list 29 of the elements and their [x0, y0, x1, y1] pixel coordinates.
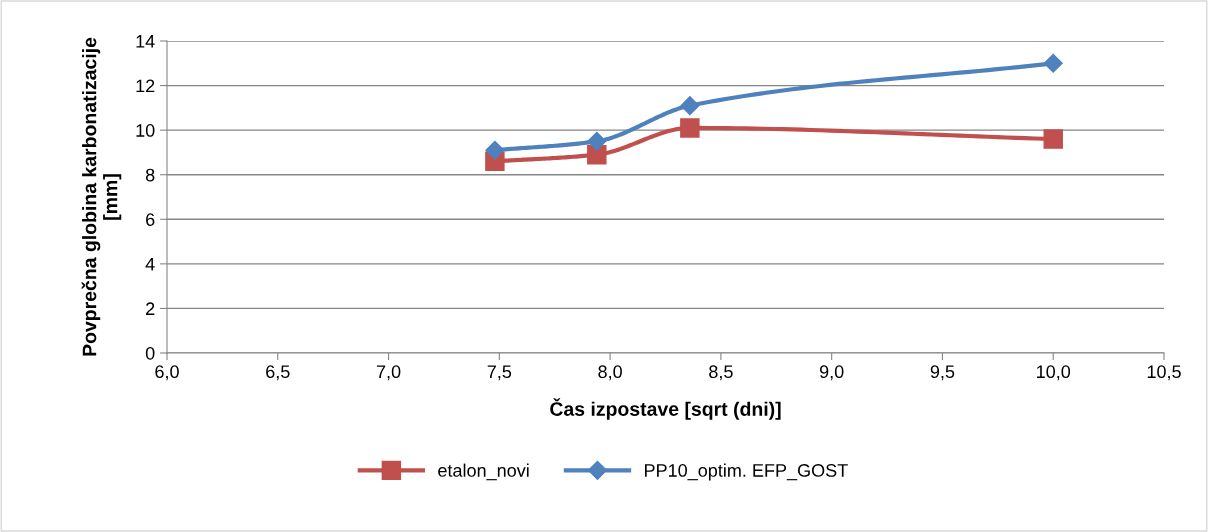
y-tick-label: 10 — [136, 124, 155, 137]
y-axis-title: Povprečna globina karbonatizacije [mm] — [81, 37, 122, 356]
y-tick-label: 0 — [145, 346, 155, 360]
y-tick-label: 4 — [145, 257, 155, 271]
point — [587, 131, 607, 151]
point — [680, 96, 700, 116]
legend-label: PP10_optim. EFP_GOST — [645, 463, 848, 481]
x-tick-label: 7,5 — [487, 365, 512, 381]
x-tick-label: 8,5 — [709, 365, 733, 381]
point — [680, 118, 700, 138]
x-tick-label: 10,0 — [1037, 365, 1071, 381]
x-tick-label: 9,5 — [930, 365, 955, 381]
y-tick-label: 8 — [145, 168, 155, 182]
x-tick-label: 10,5 — [1147, 365, 1181, 381]
x-axis-title: Čas izpostave [sqrt (dni)] — [550, 398, 781, 420]
point — [1043, 129, 1063, 149]
y-tick-label: 2 — [146, 302, 155, 315]
y-tick-label: 12 — [136, 79, 155, 93]
y-tick-label: 14 — [136, 35, 155, 48]
x-tick-label: 9,0 — [819, 365, 844, 381]
point — [1043, 53, 1063, 73]
y-tick-label: 6 — [146, 213, 155, 227]
x-tick-label: 8,0 — [598, 365, 622, 381]
point — [485, 140, 505, 160]
x-tick-label: 6,0 — [155, 365, 179, 381]
legend-label: etalon_novi — [438, 463, 529, 481]
x-tick-label: 7,0 — [376, 365, 401, 381]
point — [587, 144, 607, 165]
x-tick-label: 6,5 — [266, 365, 290, 381]
